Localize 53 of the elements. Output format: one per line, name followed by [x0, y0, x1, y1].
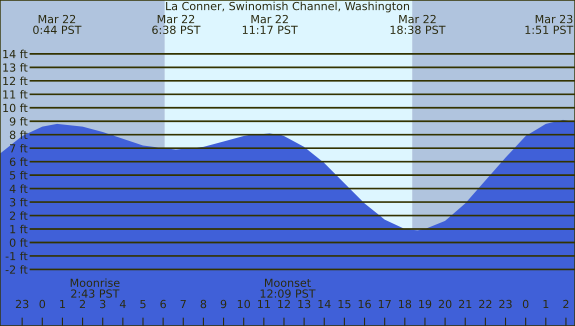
y-tick-label: 0 ft — [10, 238, 28, 247]
annotation: Mar 22 0:44 PST — [33, 14, 82, 34]
x-tick-label: 4 — [120, 300, 126, 308]
y-tick-label: 7 ft — [10, 144, 28, 152]
x-tick-label: 17 — [378, 300, 391, 308]
x-tick-label: 23 — [16, 300, 28, 308]
chart-title: La Conner, Swinomish Channel, Washington — [166, 2, 410, 12]
x-tick-label: 22 — [479, 300, 492, 308]
y-tick-label: 2 ft — [10, 211, 28, 220]
annotation: Mar 23 1:51 PST — [525, 14, 574, 34]
x-tick-label: 15 — [338, 300, 350, 308]
x-tick-label: 19 — [419, 300, 432, 308]
x-tick-label: 0 — [39, 300, 46, 308]
x-tick-label: 20 — [438, 300, 452, 308]
x-tick-label: 21 — [458, 300, 472, 308]
x-tick-label: 2 — [563, 300, 568, 308]
annotation: Mar 22 11:17 PST — [242, 14, 298, 34]
x-tick-label: 6 — [160, 300, 166, 308]
y-tick-label: 10 ft — [3, 104, 28, 112]
x-tick-label: 0 — [522, 300, 528, 308]
y-tick-label: 3 ft — [10, 198, 28, 206]
x-tick-label: 10 — [238, 300, 250, 308]
x-tick-label: 7 — [180, 300, 186, 308]
y-tick-label: 6 ft — [10, 157, 28, 166]
y-tick-label: 12 ft — [3, 76, 28, 86]
x-tick-label: 9 — [220, 300, 226, 308]
x-tick-label: 8 — [200, 300, 206, 308]
y-tick-label: 5 ft — [10, 170, 28, 180]
y-tick-label: 9 ft — [10, 117, 28, 126]
x-tick-label: 3 — [100, 300, 106, 308]
x-tick-label: 1 — [543, 300, 548, 308]
y-tick-label: -2 ft — [6, 265, 28, 274]
annotation: Mar 22 6:38 PST — [152, 14, 200, 34]
annotation: Moonset 12:09 PST — [260, 278, 316, 298]
x-tick-label: 23 — [499, 300, 512, 308]
x-tick-label: 11 — [258, 300, 270, 308]
y-tick-label: 13 ft — [3, 63, 28, 72]
y-tick-label: 11 ft — [3, 90, 28, 99]
y-tick-label: 4 ft — [10, 184, 28, 193]
x-tick-label: 14 — [318, 300, 331, 308]
x-tick-label: 5 — [140, 300, 146, 308]
annotation: Mar 22 18:38 PST — [390, 14, 446, 34]
x-tick-label: 12 — [278, 300, 290, 308]
y-tick-label: 14 ft — [3, 50, 28, 58]
y-tick-label: -1 ft — [6, 252, 28, 260]
x-tick-label: 16 — [358, 300, 371, 308]
y-tick-label: 8 ft — [10, 130, 28, 140]
x-tick-label: 1 — [60, 300, 65, 308]
x-tick-label: 2 — [80, 300, 85, 308]
x-tick-label: 13 — [298, 300, 310, 308]
y-tick-label: 1 ft — [10, 224, 28, 234]
annotation: Moonrise 2:43 PST — [70, 278, 120, 298]
x-tick-label: 18 — [398, 300, 412, 308]
